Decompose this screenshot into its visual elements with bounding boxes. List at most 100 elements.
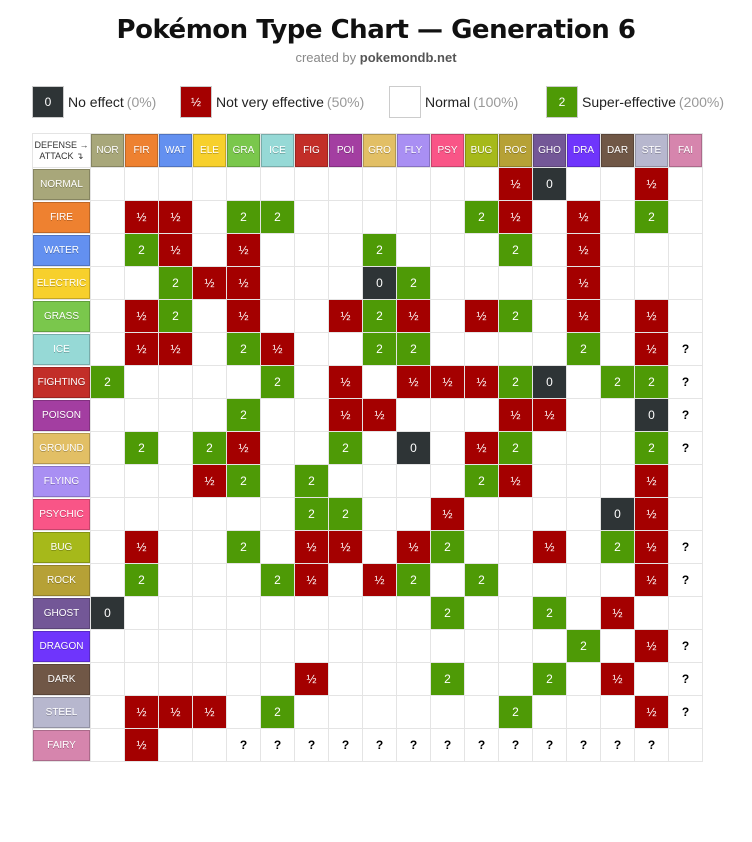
attack-type-fighting[interactable]: FIGHTING [33, 366, 90, 398]
effect-cell: 2 [328, 497, 363, 531]
effect-cell: ½ [328, 398, 363, 432]
effect-cell [124, 464, 159, 498]
effect-cell [90, 563, 125, 597]
legend-swatch: ½ [180, 86, 212, 118]
effect-cell [260, 464, 295, 498]
effect-cell: ? [260, 728, 295, 762]
effect-cell: 2 [294, 464, 329, 498]
effect-cell: ½ [634, 332, 669, 366]
legend-item-e2: 2 Super-effective (200%) [546, 85, 724, 119]
defense-type-ste[interactable]: STE [635, 134, 668, 167]
effect-cell: ? [668, 398, 703, 432]
effect-cell [600, 299, 635, 333]
attack-type-flying[interactable]: FLYING [33, 465, 90, 497]
effect-cell: 2 [90, 365, 125, 399]
attack-type-ground[interactable]: GROUND [33, 432, 90, 464]
defense-type-fly[interactable]: FLY [397, 134, 430, 167]
attack-type-electric[interactable]: ELECTRIC [33, 267, 90, 299]
effect-cell [260, 398, 295, 432]
defense-type-poi[interactable]: POI [329, 134, 362, 167]
legend-label: No effect [68, 94, 124, 110]
defense-type-roc[interactable]: ROC [499, 134, 532, 167]
defense-type-psy[interactable]: PSY [431, 134, 464, 167]
page-subtitle: created by pokemondb.net [0, 50, 752, 66]
effect-cell [362, 431, 397, 465]
effect-cell: 2 [260, 365, 295, 399]
effect-cell: ½ [124, 728, 159, 762]
defense-type-fir[interactable]: FIR [125, 134, 158, 167]
effect-cell [294, 596, 329, 630]
attack-type-ghost[interactable]: GHOST [33, 597, 90, 629]
defense-type-fig[interactable]: FIG [295, 134, 328, 167]
attack-type-normal[interactable]: NORMAL [33, 168, 90, 200]
defense-type-bug[interactable]: BUG [465, 134, 498, 167]
effect-cell: ? [668, 530, 703, 564]
attack-type-dark[interactable]: DARK [33, 663, 90, 695]
effect-cell: ? [668, 629, 703, 663]
effect-cell: 0 [90, 596, 125, 630]
effect-cell [464, 695, 499, 729]
effect-cell: ½ [498, 464, 533, 498]
effect-cell [600, 464, 635, 498]
effect-cell [668, 200, 703, 234]
effect-cell [260, 431, 295, 465]
effect-cell: ½ [566, 266, 601, 300]
legend-item-e05: ½ Not very effective (50%) [180, 85, 364, 119]
attack-type-psychic[interactable]: PSYCHIC [33, 498, 90, 530]
effect-cell [192, 596, 227, 630]
effect-cell [260, 629, 295, 663]
effect-cell [192, 200, 227, 234]
defense-type-wat[interactable]: WAT [159, 134, 192, 167]
defense-type-ele[interactable]: ELE [193, 134, 226, 167]
attack-type-steel[interactable]: STEEL [33, 696, 90, 728]
effect-cell: ½ [396, 530, 431, 564]
effect-cell: ½ [634, 563, 669, 597]
effect-cell: ? [668, 365, 703, 399]
defense-type-dar[interactable]: DAR [601, 134, 634, 167]
effect-cell: 2 [430, 662, 465, 696]
effect-cell [498, 662, 533, 696]
subtitle-site-link[interactable]: pokemondb.net [359, 50, 457, 65]
effect-cell [396, 662, 431, 696]
effect-cell: 2 [532, 596, 567, 630]
effect-cell [158, 167, 193, 201]
subtitle-prefix: created by [295, 50, 360, 65]
defense-type-nor[interactable]: NOR [91, 134, 124, 167]
defense-type-gra[interactable]: GRA [227, 134, 260, 167]
page-title: Pokémon Type Chart — Generation 6 [116, 15, 636, 45]
effect-cell: 2 [226, 530, 261, 564]
effect-cell [90, 200, 125, 234]
attack-type-dragon[interactable]: DRAGON [33, 630, 90, 662]
attack-type-poison[interactable]: POISON [33, 399, 90, 431]
effect-cell [90, 728, 125, 762]
defense-type-gro[interactable]: GRO [363, 134, 396, 167]
effect-cell [566, 431, 601, 465]
effect-cell [566, 365, 601, 399]
effect-cell [498, 563, 533, 597]
effect-cell [226, 662, 261, 696]
attack-type-bug[interactable]: BUG [33, 531, 90, 563]
attack-type-water[interactable]: WATER [33, 234, 90, 266]
effect-cell [124, 497, 159, 531]
effect-cell [668, 728, 703, 762]
attack-type-fairy[interactable]: FAIRY [33, 729, 90, 761]
attack-type-ice[interactable]: ICE [33, 333, 90, 365]
defense-type-dra[interactable]: DRA [567, 134, 600, 167]
effect-cell: ? [294, 728, 329, 762]
effect-cell [396, 629, 431, 663]
defense-type-fai[interactable]: FAI [669, 134, 702, 167]
defense-type-ice[interactable]: ICE [261, 134, 294, 167]
effect-cell [158, 365, 193, 399]
effect-cell [668, 167, 703, 201]
attack-type-grass[interactable]: GRASS [33, 300, 90, 332]
effect-cell [600, 200, 635, 234]
corner-defense-label: DEFENSE → [34, 139, 89, 150]
attack-type-fire[interactable]: FIRE [33, 201, 90, 233]
effect-cell [90, 497, 125, 531]
defense-type-gho[interactable]: GHO [533, 134, 566, 167]
effect-cell: 2 [328, 431, 363, 465]
effect-cell: 2 [124, 233, 159, 267]
legend-swatch: 0 [32, 86, 64, 118]
effect-cell [192, 365, 227, 399]
attack-type-rock[interactable]: ROCK [33, 564, 90, 596]
